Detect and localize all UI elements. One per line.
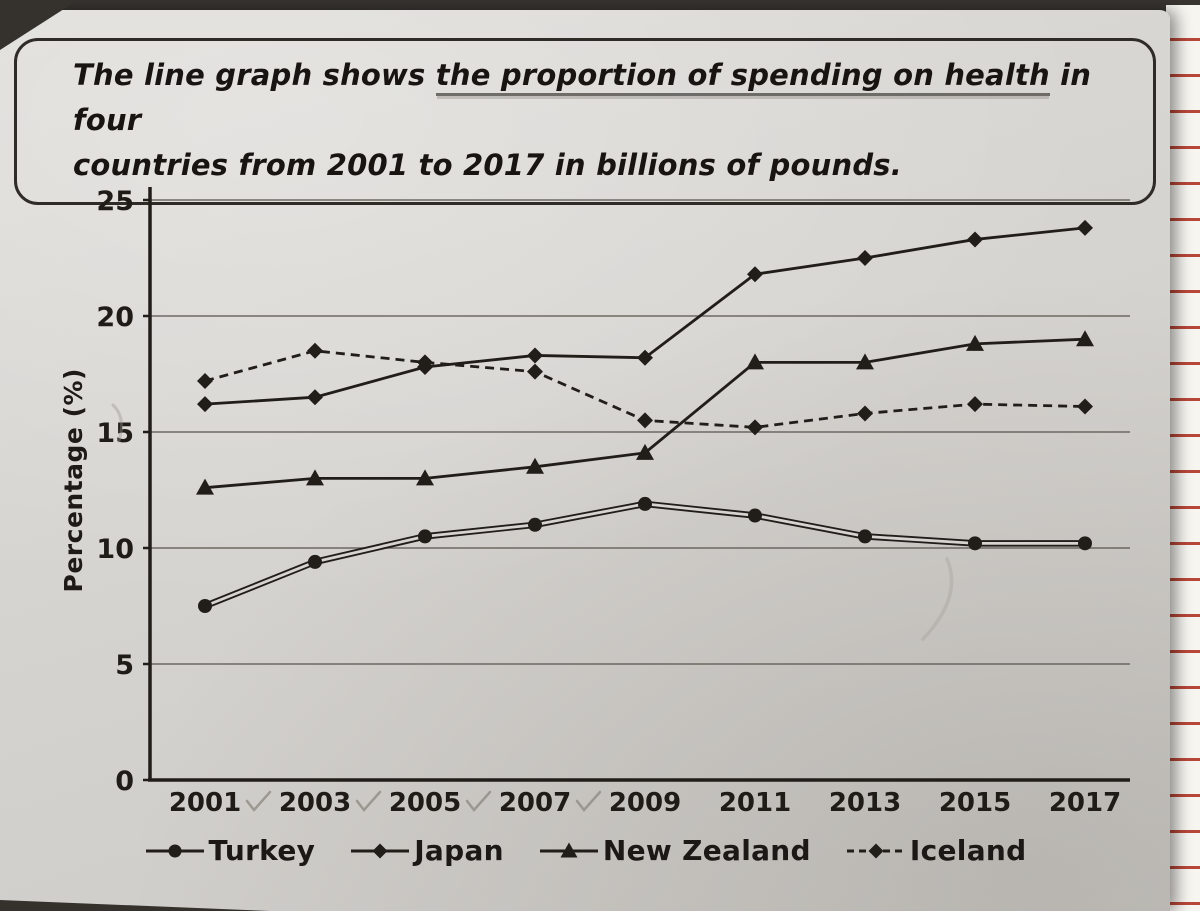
y-tick-label: 20 (96, 302, 134, 333)
legend-marker-circle-icon (145, 844, 204, 857)
series-japan (197, 219, 1093, 413)
triangle-marker (526, 457, 544, 474)
circle-marker (418, 529, 432, 544)
circle-marker (858, 529, 872, 544)
diamond-marker (747, 419, 763, 436)
diamond-marker (1077, 398, 1093, 415)
circle-marker (638, 496, 652, 511)
legend-label: New Zealand (602, 834, 811, 867)
triangle-marker (636, 443, 654, 460)
title-text: in four (73, 58, 1092, 137)
series-new-zealand (196, 330, 1094, 495)
series-line (203, 500, 1085, 610)
legend-label: Iceland (909, 834, 1027, 867)
chart-title-line-1: The line graph shows the proportion of s… (73, 53, 1135, 143)
pencil-smudge (921, 557, 954, 641)
legend-marker-diamond-icon (846, 843, 905, 858)
chart-area: Percentage (%) 0 5 10 15 20 25 2001 2003 2005 200… (55, 165, 1163, 823)
ruled-notebook-edge (1166, 5, 1200, 911)
legend-label: Turkey (208, 834, 316, 867)
legend-item-new-zealand: New Zealand (538, 834, 811, 867)
legend: Turkey Japan New Zealand Iceland (0, 834, 1170, 867)
x-tick-label: 2011 (719, 788, 791, 818)
legend-item-japan: Japan (349, 834, 504, 867)
legend-item-turkey: Turkey (144, 834, 316, 867)
series-turkey (198, 496, 1092, 613)
pencil-check-mark (575, 790, 602, 812)
title-text: The line graph shows (73, 58, 436, 92)
x-tick-label: 2001 (169, 788, 241, 818)
triangle-marker (966, 334, 984, 351)
legend-item-iceland: Iceland (845, 834, 1027, 867)
circle-marker (968, 536, 982, 551)
chart-title-line-2: countries from 2001 to 2017 in billions … (73, 143, 1135, 188)
diamond-marker (967, 396, 983, 413)
diamond-marker (868, 843, 884, 858)
triangle-marker (560, 842, 578, 857)
series-iceland (197, 342, 1093, 436)
diamond-marker (637, 412, 653, 429)
legend-label: Japan (414, 834, 504, 867)
diamond-marker (1077, 219, 1093, 236)
circle-marker (528, 517, 542, 532)
pencil-check-mark (355, 790, 382, 812)
diamond-marker (527, 347, 543, 364)
x-tick-label: 2013 (829, 788, 901, 818)
x-tick-label: 2017 (1049, 788, 1121, 818)
triangle-marker (306, 469, 324, 486)
x-tick-label: 2003 (279, 788, 351, 818)
legend-marker-diamond-icon (351, 843, 410, 858)
triangle-marker (856, 353, 874, 370)
triangle-marker (416, 469, 434, 486)
y-tick-label: 25 (96, 186, 134, 217)
diamond-marker (417, 354, 433, 371)
legend-marker-triangle-icon (539, 842, 598, 857)
worksheet-paper: The line graph shows the proportion of s… (0, 10, 1170, 911)
x-tick-label: 2005 (389, 788, 461, 818)
diamond-marker (527, 363, 543, 380)
diamond-marker (857, 405, 873, 422)
pencil-smudge (111, 403, 123, 443)
x-tick-label: 2009 (609, 788, 681, 818)
y-tick-label: 0 (115, 766, 134, 797)
circle-marker (1078, 536, 1092, 551)
diamond-marker (197, 372, 213, 389)
diamond-marker (197, 396, 213, 413)
title-text: countries from 2001 to 2017 in billions … (73, 147, 902, 182)
y-tick-label: 10 (96, 534, 134, 565)
circle-marker (308, 554, 322, 569)
circle-marker (198, 599, 212, 613)
photo-background-bottom-edge (0, 900, 270, 911)
pencil-check-mark (245, 790, 272, 812)
circle-marker (748, 508, 762, 523)
title-text-underlined: the proportion of spending on health (435, 58, 1050, 96)
diamond-marker (747, 266, 763, 283)
circle-marker (168, 844, 182, 857)
triangle-marker (1076, 330, 1094, 347)
diamond-marker (307, 389, 323, 406)
diamond-marker (857, 250, 873, 266)
diamond-marker (307, 342, 323, 359)
pencil-check-mark (465, 790, 492, 812)
title-box: The line graph shows the proportion of s… (14, 38, 1156, 205)
y-tick-label: 5 (115, 650, 134, 681)
line-chart: 0 5 10 15 20 25 2001 2003 2005 2007 2009 2011 2013 20… (96, 186, 1130, 818)
diamond-marker (372, 843, 388, 858)
diamond-marker (967, 231, 983, 248)
x-tick-label: 2007 (499, 788, 571, 818)
diamond-marker (637, 349, 653, 366)
triangle-marker (196, 478, 214, 495)
y-tick-label: 15 (96, 418, 134, 449)
triangle-marker (746, 353, 764, 370)
x-tick-label: 2015 (939, 788, 1011, 818)
